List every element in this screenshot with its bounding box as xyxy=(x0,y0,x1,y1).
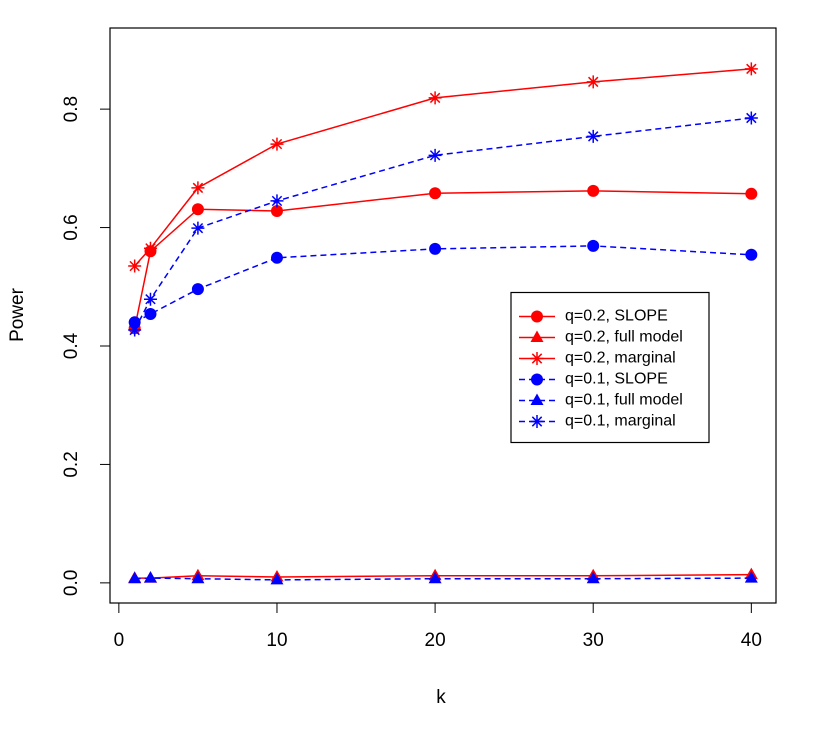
legend-label: q=0.2, marginal xyxy=(565,350,676,367)
x-tick-label: 20 xyxy=(425,630,446,651)
point xyxy=(270,137,284,151)
legend-label: q=0.1, full model xyxy=(565,392,683,409)
y-tick-label: 0.4 xyxy=(61,332,82,359)
y-tick-label: 0.8 xyxy=(61,96,82,122)
legend-label: q=0.2, full model xyxy=(565,329,683,346)
point xyxy=(270,204,283,217)
point xyxy=(191,221,205,235)
point xyxy=(128,571,142,584)
legend-marker xyxy=(531,310,543,323)
x-tick-label: 30 xyxy=(583,630,604,651)
point xyxy=(587,184,600,197)
legend-label: q=0.2, SLOPE xyxy=(565,308,668,325)
series-line xyxy=(134,573,752,579)
point xyxy=(143,241,157,255)
point xyxy=(128,259,142,273)
x-axis-label: k xyxy=(436,687,446,708)
legend-marker xyxy=(530,352,544,365)
legend-marker xyxy=(530,415,544,428)
point xyxy=(428,148,442,162)
point xyxy=(744,62,758,76)
point xyxy=(586,75,600,89)
point xyxy=(745,248,758,261)
point xyxy=(191,283,204,296)
point xyxy=(586,571,600,584)
point xyxy=(270,572,284,585)
legend-marker xyxy=(531,373,543,386)
point xyxy=(428,571,442,584)
y-tick-label: 0.6 xyxy=(61,214,82,240)
point xyxy=(144,308,157,321)
point xyxy=(191,203,204,216)
legend-frame xyxy=(510,291,710,444)
y-tick-label: 0.0 xyxy=(61,570,82,596)
legend-label: q=0.1, SLOPE xyxy=(565,371,668,388)
x-tick-label: 0 xyxy=(114,630,125,651)
legend-marker xyxy=(530,393,544,405)
x-tick-label: 40 xyxy=(741,630,762,651)
x-tick-label: 10 xyxy=(266,630,287,651)
y-tick-label: 0.2 xyxy=(61,451,82,477)
legend-label: q=0.1, marginal xyxy=(565,413,676,430)
series-line xyxy=(134,68,752,267)
point xyxy=(143,571,157,583)
point xyxy=(270,194,284,208)
point xyxy=(143,292,157,306)
legend: q=0.2, SLOPE q=0.2, full model q=0.2, marg… xyxy=(510,291,710,444)
point xyxy=(191,181,205,195)
point xyxy=(744,571,758,583)
series-line xyxy=(134,577,752,581)
point xyxy=(429,242,442,255)
legend-marker xyxy=(530,330,544,342)
point xyxy=(587,239,600,252)
point xyxy=(270,251,283,264)
point xyxy=(191,571,205,584)
point xyxy=(429,187,442,200)
point xyxy=(428,91,442,105)
point xyxy=(128,323,142,337)
y-axis-label: Power xyxy=(7,287,28,342)
point xyxy=(586,129,600,143)
point xyxy=(745,187,758,200)
point xyxy=(744,111,758,125)
